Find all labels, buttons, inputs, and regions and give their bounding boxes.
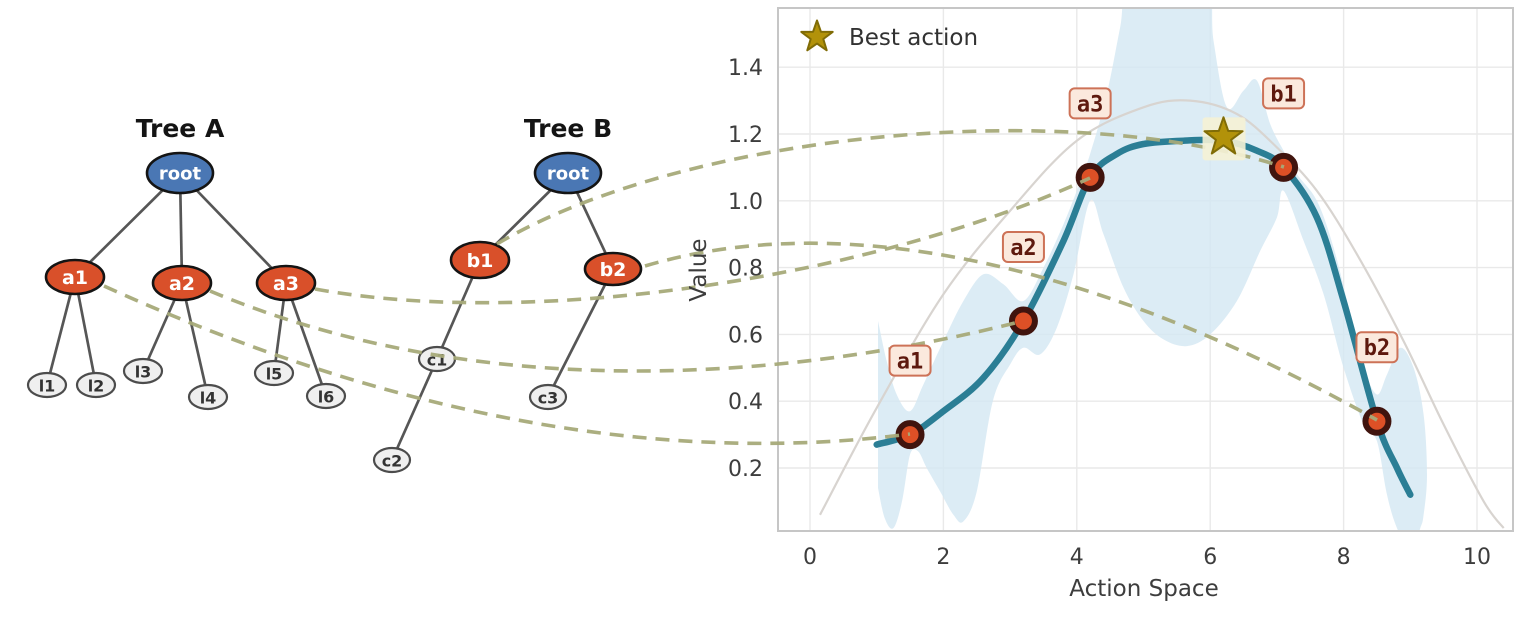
chart-point-b2 <box>1362 406 1392 436</box>
y-tick-label: 1.2 <box>728 123 763 148</box>
tree-node-l4 <box>187 383 229 411</box>
tree-edge-a3-l6 <box>284 282 328 397</box>
x-axis-label: Action Space <box>1069 576 1218 602</box>
point-label-box-b1 <box>1262 77 1306 110</box>
tree-node-label-a2: a2 <box>169 273 195 295</box>
tree-node-label-l3: l3 <box>135 363 152 382</box>
x-tick-label: 4 <box>1070 545 1084 570</box>
y-tick-label: 0.2 <box>728 457 763 482</box>
tree-node-a1 <box>44 258 106 296</box>
plot-border <box>777 7 1514 532</box>
tree-edge-a2-l4 <box>180 282 210 398</box>
x-tick-label: 2 <box>936 545 950 570</box>
tree-node-l6 <box>305 382 347 410</box>
tree-node-label-c3: c3 <box>538 389 559 408</box>
chart-point-a3 <box>1075 162 1105 192</box>
tree-node-l2 <box>75 371 117 399</box>
tree-node-root <box>145 151 215 195</box>
tick-labels: 0 2 4 6 8 100.20.40.60.81.01.21.4 <box>728 56 1491 570</box>
y-tick-label: 1.4 <box>728 56 763 81</box>
y-tick-label: 0.6 <box>728 323 763 348</box>
uncertainty-band <box>878 8 1427 531</box>
connector-a2 <box>209 289 1024 373</box>
x-tick-label: 10 <box>1463 545 1491 570</box>
tree-node-label-root: root <box>159 164 202 185</box>
tree-node-label-a1: a1 <box>62 267 88 289</box>
point-label-a1: a1 <box>897 350 924 375</box>
tree-b-title: Tree B <box>524 114 612 143</box>
point-label-box-a3 <box>1068 87 1112 120</box>
tree-node-b1 <box>449 240 511 280</box>
point-label-box-a1 <box>888 344 932 377</box>
x-tick-label: 6 <box>1203 545 1217 570</box>
tree-node-label-l4: l4 <box>200 389 217 408</box>
tree-node-b2 <box>583 251 643 287</box>
tree-node-l3 <box>122 357 164 385</box>
tree-a-title: Tree A <box>136 114 225 143</box>
point-label-a2: a2 <box>1010 236 1037 261</box>
point-label-a3: a3 <box>1077 92 1104 117</box>
tree-node-root <box>533 151 603 195</box>
y-tick-label: 1.0 <box>728 190 763 215</box>
x-tick-label: 0 <box>803 545 817 570</box>
tree-node-label-l2: l2 <box>88 377 105 396</box>
plot-clip-group <box>819 8 1505 531</box>
chart-point-a2 <box>1008 306 1038 336</box>
point-label-box-a2 <box>1001 231 1045 264</box>
tree-node-label-l5: l5 <box>266 365 283 384</box>
chart-overlay: a1 a2 a3 b1 b2 <box>800 19 1399 377</box>
tree-edge-b2-c3 <box>546 268 615 398</box>
tree-node-label-c2: c2 <box>382 452 403 471</box>
tree-node-label-l6: l6 <box>318 388 335 407</box>
legend-label: Best action <box>849 25 978 51</box>
x-tick-label: 8 <box>1337 545 1351 570</box>
tree-node-a2 <box>151 264 213 302</box>
tree-node-l1 <box>26 371 68 399</box>
y-tick-label: 0.4 <box>728 390 763 415</box>
connector-a3 <box>314 176 1091 305</box>
tree-node-label-c1: c1 <box>427 351 448 370</box>
tree-node-c3 <box>528 383 568 411</box>
tree-a-diagram: root a1 a2 a3 l1 l2 l3 l4 l5 l6 <box>26 151 347 411</box>
point-label-b1: b1 <box>1270 82 1297 107</box>
connector-b2 <box>644 241 1378 422</box>
tree-node-label-l1: l1 <box>39 377 56 396</box>
tree-node-label-root: root <box>547 164 590 185</box>
true-function-line <box>819 99 1505 529</box>
tree-node-a3 <box>255 264 317 302</box>
tree-node-l5 <box>253 359 295 387</box>
tree-node-label-a3: a3 <box>273 273 299 295</box>
connector-b1 <box>496 128 1285 246</box>
connector-a1 <box>103 284 911 446</box>
tree-edge-c1-c2 <box>390 358 439 461</box>
tree-b-diagram: root b1 b2 c1 c2 c3 <box>372 151 643 474</box>
y-axis-label: Value <box>686 238 712 301</box>
best-action-star-icon <box>1203 116 1244 155</box>
point-label-b2: b2 <box>1364 336 1391 361</box>
tree-node-label-b2: b2 <box>600 259 627 281</box>
point-label-box-b2 <box>1355 331 1399 364</box>
tree-node-c2 <box>372 446 412 474</box>
tree-to-chart-connectors <box>103 128 1378 446</box>
chart-plot-area: 0 2 4 6 8 100.20.40.60.81.01.21.4 <box>728 7 1514 570</box>
legend-star-icon <box>800 19 834 52</box>
tree-node-label-b1: b1 <box>467 250 494 272</box>
posterior-mean-line <box>873 136 1414 498</box>
